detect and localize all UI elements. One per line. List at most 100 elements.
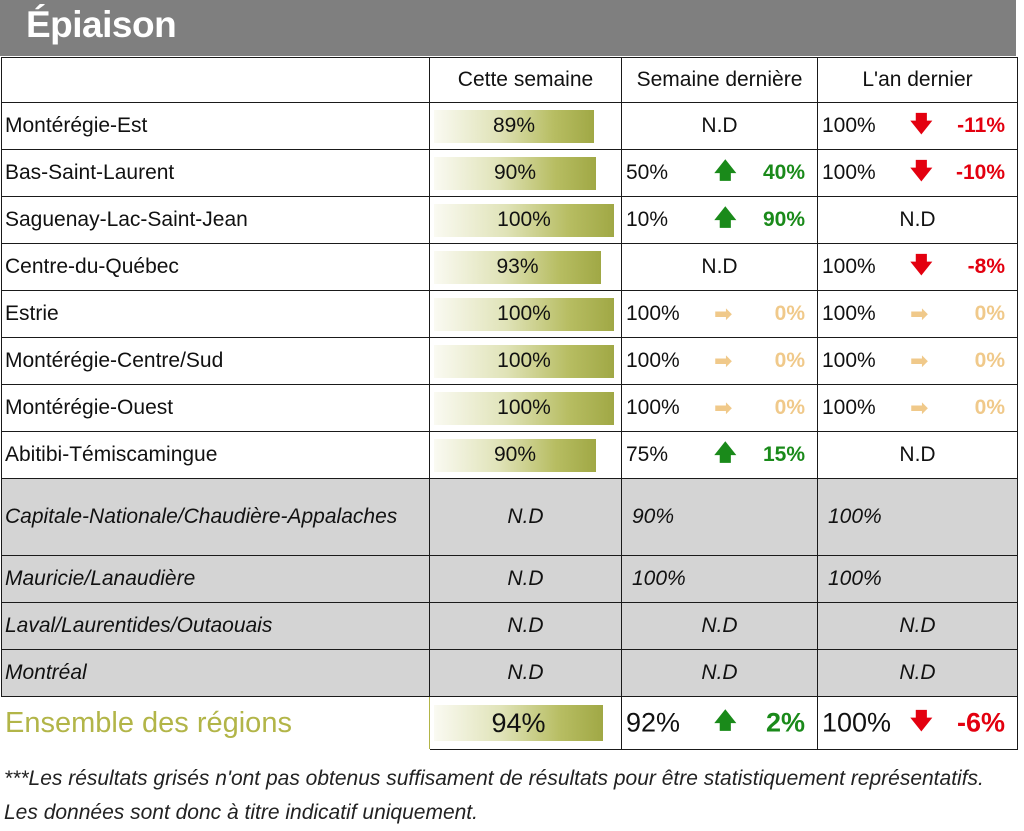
last-week-cell: 90% (621, 478, 818, 556)
value: 100% (822, 707, 892, 738)
table-row: Estrie 100% 100% ➡ 0% 100% ➡ 0% (1, 290, 1018, 338)
progress-bar: 100% (434, 298, 614, 331)
last-year-cell: 100% ➡ 0% (817, 337, 1018, 385)
region-name: Montérégie-Ouest (1, 384, 430, 432)
total-label: Ensemble des régions (1, 696, 430, 750)
table-row-grayed: Capitale-Nationale/Chaudière-Appalaches N… (1, 478, 1018, 556)
nd-label: N.D (507, 614, 544, 637)
progress-bar: 100% (434, 345, 614, 378)
region-name: Mauricie/Lanaudière (1, 555, 430, 603)
results-table: Cette semaine Semaine dernière L'an dern… (1, 57, 1018, 750)
nd-label: N.D (899, 661, 936, 684)
table-row-grayed: Montréal N.D N.D N.D (1, 649, 1018, 697)
nd-label: N.D (701, 661, 738, 684)
value: 100% (822, 255, 876, 278)
this-week-cell: N.D (429, 478, 622, 556)
header-this-week: Cette semaine (429, 57, 622, 103)
progress-bar: 90% (434, 157, 596, 190)
nd-label: N.D (507, 567, 544, 590)
value: 75% (626, 443, 669, 466)
delta: 0% (974, 302, 1005, 325)
progress-bar: 90% (434, 439, 596, 472)
arrow-up-icon: 🡅 (714, 158, 737, 183)
delta: 0% (974, 349, 1005, 372)
table-row: Centre-du-Québec 93% N.D 100% 🡇 -8% (1, 243, 1018, 291)
delta: -11% (957, 114, 1005, 137)
table-header-row: Cette semaine Semaine dernière L'an dern… (1, 57, 1018, 103)
table-row: Montérégie-Ouest 100% 100% ➡ 0% 100% ➡ 0% (1, 384, 1018, 432)
last-week-cell: 75% 🡅 15% (621, 431, 818, 479)
arrow-up-icon: 🡅 (714, 440, 737, 465)
arrow-down-icon: 🡇 (910, 158, 933, 183)
this-week-cell: 90% (429, 149, 622, 197)
this-week-cell: 100% (429, 290, 622, 338)
table-row: Saguenay-Lac-Saint-Jean 100% 10% 🡅 90% N.D (1, 196, 1018, 244)
header-region (1, 57, 430, 103)
arrow-down-icon: 🡇 (910, 708, 933, 733)
progress-value: 90% (493, 443, 537, 466)
table-row-grayed: Laval/Laurentides/Outaouais N.D N.D N.D (1, 602, 1018, 650)
nd-label: N.D (507, 661, 544, 684)
progress-value: 89% (492, 114, 536, 137)
arrow-down-icon: 🡇 (910, 252, 933, 277)
nd-label: N.D (701, 114, 738, 137)
progress-value: 100% (497, 208, 551, 231)
arrow-flat-icon: ➡ (714, 395, 733, 420)
this-week-cell: N.D (429, 649, 622, 697)
progress-bar: 93% (434, 251, 601, 284)
value: 100% (626, 396, 680, 419)
progress-value: 100% (497, 349, 551, 372)
last-year-cell: N.D (817, 649, 1018, 697)
page-title: Épiaison (26, 4, 177, 45)
delta: 0% (774, 302, 805, 325)
nd-label: N.D (507, 505, 544, 528)
nd-label: N.D (701, 614, 738, 637)
progress-bar: 89% (434, 110, 594, 143)
value: 100% (828, 567, 882, 590)
region-name: Montérégie-Centre/Sud (1, 337, 430, 385)
last-week-cell: N.D (621, 602, 818, 650)
region-name: Montérégie-Est (1, 102, 430, 150)
footnote: ***Les résultats grisés n'ont pas obtenu… (4, 767, 984, 824)
value: 100% (822, 161, 876, 184)
value: 92% (626, 707, 681, 738)
arrow-flat-icon: ➡ (910, 301, 929, 326)
delta: 90% (762, 208, 805, 231)
this-week-cell: 89% (429, 102, 622, 150)
last-week-cell: 100% ➡ 0% (621, 290, 818, 338)
progress-value: 93% (496, 255, 539, 278)
region-name: Montréal (1, 649, 430, 697)
header-last-week: Semaine dernière (621, 57, 818, 103)
arrow-up-icon: 🡅 (714, 205, 737, 230)
region-name: Centre-du-Québec (1, 243, 430, 291)
table-row: Montérégie-Est 89% N.D 100% 🡇 -11% (1, 102, 1018, 150)
this-week-cell: 100% (429, 384, 622, 432)
total-last-year-cell: 100% 🡇 -6% (817, 696, 1018, 750)
last-week-cell: 100% (621, 555, 818, 603)
last-year-cell: 100% (817, 478, 1018, 556)
region-name: Abitibi-Témiscamingue (1, 431, 430, 479)
last-week-cell: 100% ➡ 0% (621, 384, 818, 432)
arrow-flat-icon: ➡ (910, 395, 929, 420)
progress-bar: 94% (434, 705, 603, 741)
table-row: Abitibi-Témiscamingue 90% 75% 🡅 15% N.D (1, 431, 1018, 479)
table-body: Montérégie-Est 89% N.D 100% 🡇 -11% Bas-Saint-L… (1, 102, 1018, 750)
this-week-cell: N.D (429, 602, 622, 650)
progress-value: 90% (493, 161, 537, 184)
region-name: Bas-Saint-Laurent (1, 149, 430, 197)
progress-value: 100% (497, 396, 551, 419)
value: 100% (822, 114, 876, 137)
region-name: Capitale-Nationale/Chaudière-Appalaches (1, 478, 430, 556)
this-week-cell: 100% (429, 337, 622, 385)
delta: 0% (774, 349, 805, 372)
value: 100% (626, 302, 680, 325)
last-week-cell: N.D (621, 243, 818, 291)
this-week-cell: 90% (429, 431, 622, 479)
region-name: Saguenay-Lac-Saint-Jean (1, 196, 430, 244)
last-year-cell: 100% ➡ 0% (817, 384, 1018, 432)
delta: 15% (762, 443, 805, 466)
last-year-cell: 100% ➡ 0% (817, 290, 1018, 338)
header-last-year: L'an dernier (817, 57, 1018, 103)
delta: 0% (774, 396, 805, 419)
total-row: Ensemble des régions 94% 92% 🡅 2% 100% 🡇 -6% (1, 696, 1018, 750)
